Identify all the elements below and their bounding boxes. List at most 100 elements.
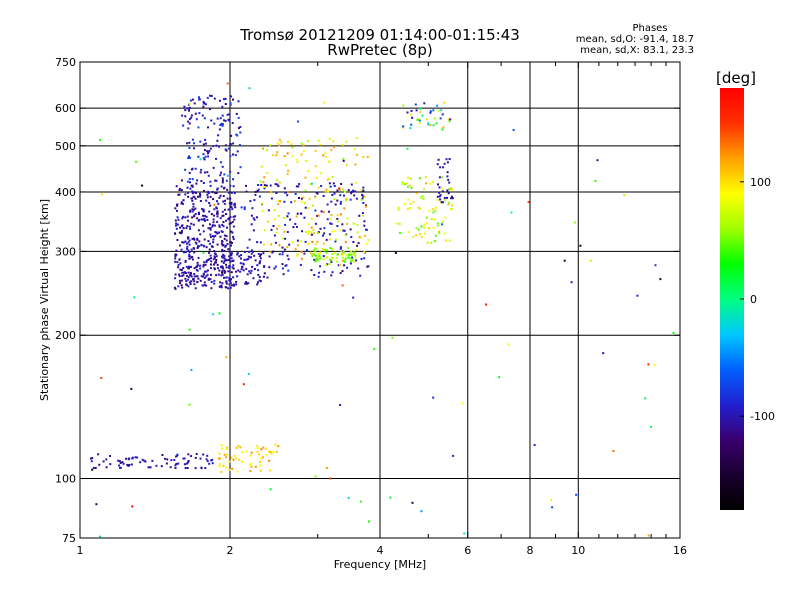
data-point xyxy=(296,225,298,228)
data-point xyxy=(181,271,184,274)
data-point xyxy=(269,191,272,194)
data-point xyxy=(328,182,331,185)
data-point xyxy=(205,199,208,202)
data-point xyxy=(330,230,333,233)
data-point xyxy=(230,203,233,206)
data-point xyxy=(182,267,185,270)
data-point xyxy=(197,277,200,280)
data-point xyxy=(233,218,236,221)
data-point xyxy=(402,126,405,129)
data-point xyxy=(355,137,358,140)
data-point xyxy=(187,249,190,252)
data-point xyxy=(201,114,204,117)
data-point xyxy=(118,460,121,463)
data-point xyxy=(220,286,223,289)
data-point xyxy=(304,206,307,209)
data-point xyxy=(373,348,376,350)
data-point xyxy=(203,281,206,284)
data-point xyxy=(296,239,299,242)
data-point xyxy=(408,231,410,233)
data-point xyxy=(117,459,120,462)
data-point xyxy=(235,457,238,460)
data-point xyxy=(139,461,142,464)
data-point xyxy=(231,266,234,269)
data-point xyxy=(623,194,626,197)
data-point xyxy=(417,206,420,209)
data-point xyxy=(194,241,197,244)
data-point xyxy=(186,107,189,110)
data-point xyxy=(269,144,272,147)
data-point xyxy=(415,109,418,112)
data-point xyxy=(196,246,199,249)
data-point xyxy=(309,183,312,186)
data-point xyxy=(190,114,193,117)
data-point xyxy=(342,251,345,253)
data-point xyxy=(446,196,448,199)
data-point xyxy=(143,459,146,462)
data-point xyxy=(337,264,340,267)
data-point xyxy=(402,104,405,107)
data-point xyxy=(430,241,433,244)
data-point xyxy=(218,452,221,455)
data-point xyxy=(185,242,188,245)
data-point xyxy=(188,171,191,174)
data-point xyxy=(256,450,259,453)
data-point xyxy=(284,237,287,240)
data-point xyxy=(448,181,451,184)
data-point xyxy=(448,120,451,123)
data-point xyxy=(238,144,241,147)
data-point xyxy=(232,458,235,461)
data-point xyxy=(257,184,259,186)
data-point xyxy=(198,213,200,216)
data-point xyxy=(417,228,420,231)
data-point xyxy=(187,237,190,240)
data-point xyxy=(322,101,325,104)
data-point xyxy=(268,266,271,269)
data-point xyxy=(187,219,189,222)
data-point xyxy=(332,182,335,185)
data-point xyxy=(174,467,177,469)
data-point xyxy=(198,218,201,221)
data-point xyxy=(205,246,208,249)
data-point xyxy=(406,208,409,211)
data-point xyxy=(296,253,299,256)
data-point xyxy=(209,184,212,187)
data-point xyxy=(602,352,605,355)
x-axis-label: Frequency [MHz] xyxy=(334,558,426,571)
data-point xyxy=(188,257,191,260)
data-point xyxy=(232,267,235,270)
data-point xyxy=(344,257,347,260)
data-point xyxy=(342,159,345,162)
data-point xyxy=(199,192,201,195)
data-point xyxy=(259,241,262,244)
data-point xyxy=(119,466,122,469)
data-point xyxy=(211,224,214,227)
data-point xyxy=(329,258,332,261)
data-point xyxy=(208,248,211,251)
data-point xyxy=(102,460,105,463)
data-point xyxy=(224,148,227,151)
data-point xyxy=(362,195,365,198)
data-point xyxy=(91,468,94,471)
data-point xyxy=(291,155,294,157)
data-point xyxy=(248,270,251,273)
data-point xyxy=(221,114,224,117)
data-point xyxy=(232,153,235,156)
data-point xyxy=(302,144,305,147)
data-point xyxy=(105,466,108,469)
data-point xyxy=(224,270,227,273)
data-point xyxy=(327,178,330,180)
data-point xyxy=(196,281,199,284)
data-point xyxy=(300,153,303,156)
data-point xyxy=(263,184,266,187)
data-point xyxy=(209,195,212,198)
data-point xyxy=(221,210,224,213)
data-point xyxy=(653,364,656,367)
data-point xyxy=(213,263,216,266)
colorbar-tick-label: 100 xyxy=(750,176,771,189)
data-point xyxy=(191,192,194,195)
data-point xyxy=(221,250,224,253)
data-point xyxy=(220,185,223,188)
data-point xyxy=(354,163,357,166)
data-point xyxy=(237,100,240,103)
